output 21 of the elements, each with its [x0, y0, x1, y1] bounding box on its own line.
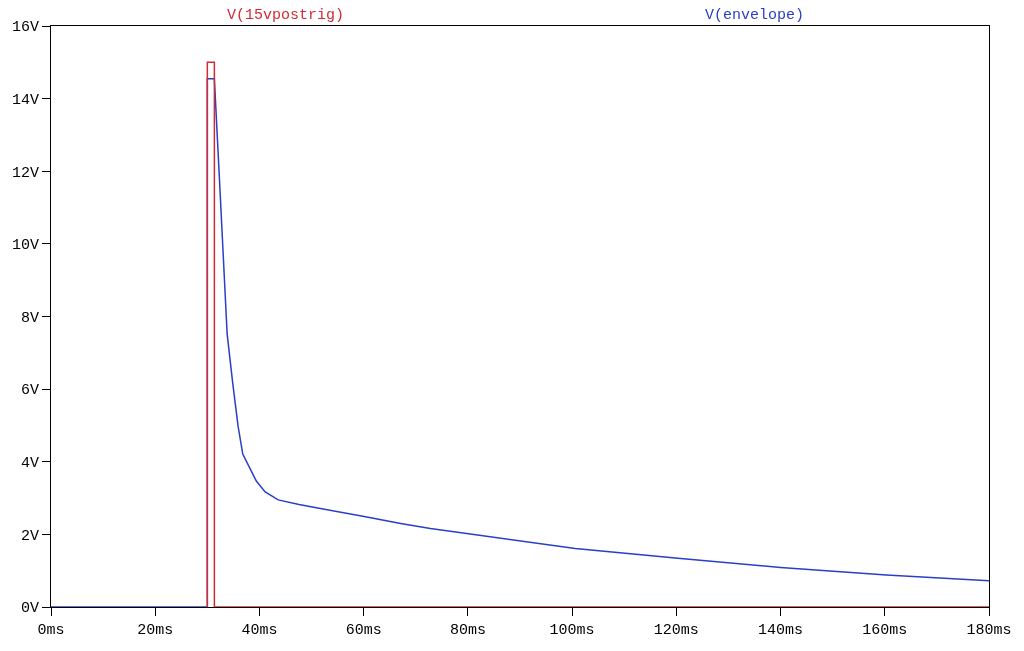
- x-tick-label: 100ms: [549, 622, 595, 640]
- x-tick-label: 60ms: [345, 622, 382, 640]
- x-tick-label: 120ms: [653, 622, 699, 640]
- x-tick-label: 80ms: [449, 622, 486, 640]
- y-tick-label: 6V: [20, 382, 39, 400]
- y-tick-label: 8V: [20, 309, 39, 327]
- y-tick-label: 14V: [11, 91, 39, 109]
- y-tick-label: 16V: [11, 19, 39, 37]
- x-tick-label: 20ms: [137, 622, 174, 640]
- text: V(15vpostrig): [227, 7, 345, 24]
- y-tick-label: 10V: [11, 237, 39, 255]
- y-tick-label: 4V: [20, 455, 39, 472]
- x-tick-label: 140ms: [758, 622, 804, 640]
- y-tick-label: 12V: [11, 164, 39, 182]
- y-tick-label: 2V: [20, 527, 39, 545]
- x-tick-label: 40ms: [241, 622, 278, 640]
- y-tick-label: 0V: [20, 600, 39, 618]
- x-tick-label: 0ms: [37, 622, 65, 640]
- x-tick-label: 180ms: [966, 622, 1012, 640]
- text: V(envelope): [705, 7, 805, 24]
- x-tick-label: 160ms: [862, 622, 908, 640]
